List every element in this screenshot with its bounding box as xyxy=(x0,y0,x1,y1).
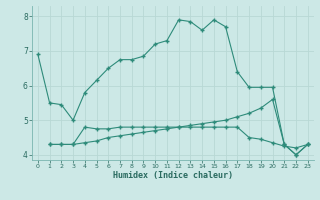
X-axis label: Humidex (Indice chaleur): Humidex (Indice chaleur) xyxy=(113,171,233,180)
